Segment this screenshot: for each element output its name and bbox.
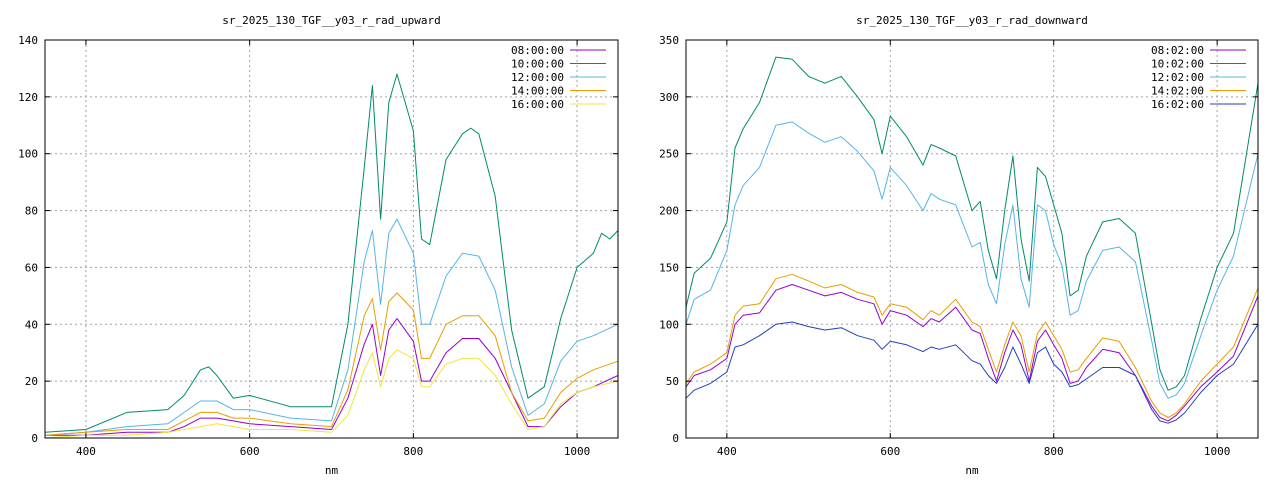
x-tick-label: 800 <box>403 445 423 458</box>
y-tick-label: 80 <box>25 205 38 218</box>
series-line-2 <box>685 56 1259 391</box>
series-line-4 <box>44 292 619 436</box>
x-tick-label: 1000 <box>1204 445 1231 458</box>
y-tick-label: 120 <box>18 91 38 104</box>
legend-label: 10:02:00 <box>1151 58 1204 71</box>
x-tick-label: 1000 <box>564 445 591 458</box>
x-tick-label: 600 <box>240 445 260 458</box>
series-line-1 <box>45 318 619 436</box>
y-tick-label: 250 <box>659 148 679 161</box>
series-line-3 <box>44 218 619 436</box>
x-tick-label: 800 <box>1044 445 1064 458</box>
y-tick-label: 100 <box>659 318 679 331</box>
series-line-5 <box>685 321 1259 424</box>
x-axis-label: nm <box>325 464 339 477</box>
legend-label: 12:00:00 <box>511 71 564 84</box>
chart-panel-1: 400 600 800 1000 0 20 40 60 80 100 120 140 sr_2025_1… <box>18 14 619 477</box>
legend-label: 08:00:00 <box>511 44 564 57</box>
legend-label: 08:02:00 <box>1151 44 1204 57</box>
x-tick-label: 400 <box>76 445 96 458</box>
x-tick-label: 600 <box>880 445 900 458</box>
y-tick-label: 350 <box>659 34 679 47</box>
y-tick-label: 0 <box>31 432 38 445</box>
x-tick-label: 400 <box>717 445 737 458</box>
y-tick-label: 200 <box>659 205 679 218</box>
chart-title: sr_2025_130_TGF__y03_r_rad_downward <box>856 14 1088 27</box>
y-tick-label: 60 <box>25 261 38 274</box>
legend-label: 16:00:00 <box>511 98 564 111</box>
series-line-5 <box>44 349 619 439</box>
y-tick-label: 0 <box>672 432 679 445</box>
legend-label: 10:00:00 <box>511 58 564 71</box>
y-tick-label: 40 <box>25 318 38 331</box>
y-tick-label: 50 <box>666 375 679 388</box>
legend-label: 12:02:00 <box>1151 71 1204 84</box>
legend-label: 14:02:00 <box>1151 85 1204 98</box>
y-tick-label: 100 <box>18 148 38 161</box>
series-line-2 <box>44 73 619 433</box>
x-axis-label: nm <box>965 464 979 477</box>
plot-frame <box>685 39 1259 439</box>
chart-title: sr_2025_130_TGF__y03_r_rad_upward <box>222 14 441 27</box>
series-line-1 <box>685 284 1259 422</box>
legend-label: 16:02:00 <box>1151 98 1204 111</box>
series-line-3 <box>685 121 1259 399</box>
y-tick-label: 150 <box>659 261 679 274</box>
y-tick-label: 140 <box>18 34 38 47</box>
plot-frame <box>44 39 619 439</box>
y-tick-label: 20 <box>25 375 38 388</box>
y-tick-label: 300 <box>659 91 679 104</box>
series-line-4 <box>685 273 1259 418</box>
legend-label: 14:00:00 <box>511 85 564 98</box>
chart-panel-2: 400 600 800 1000 0 50 100 150 200 250 300 350 sr_202… <box>659 14 1259 477</box>
